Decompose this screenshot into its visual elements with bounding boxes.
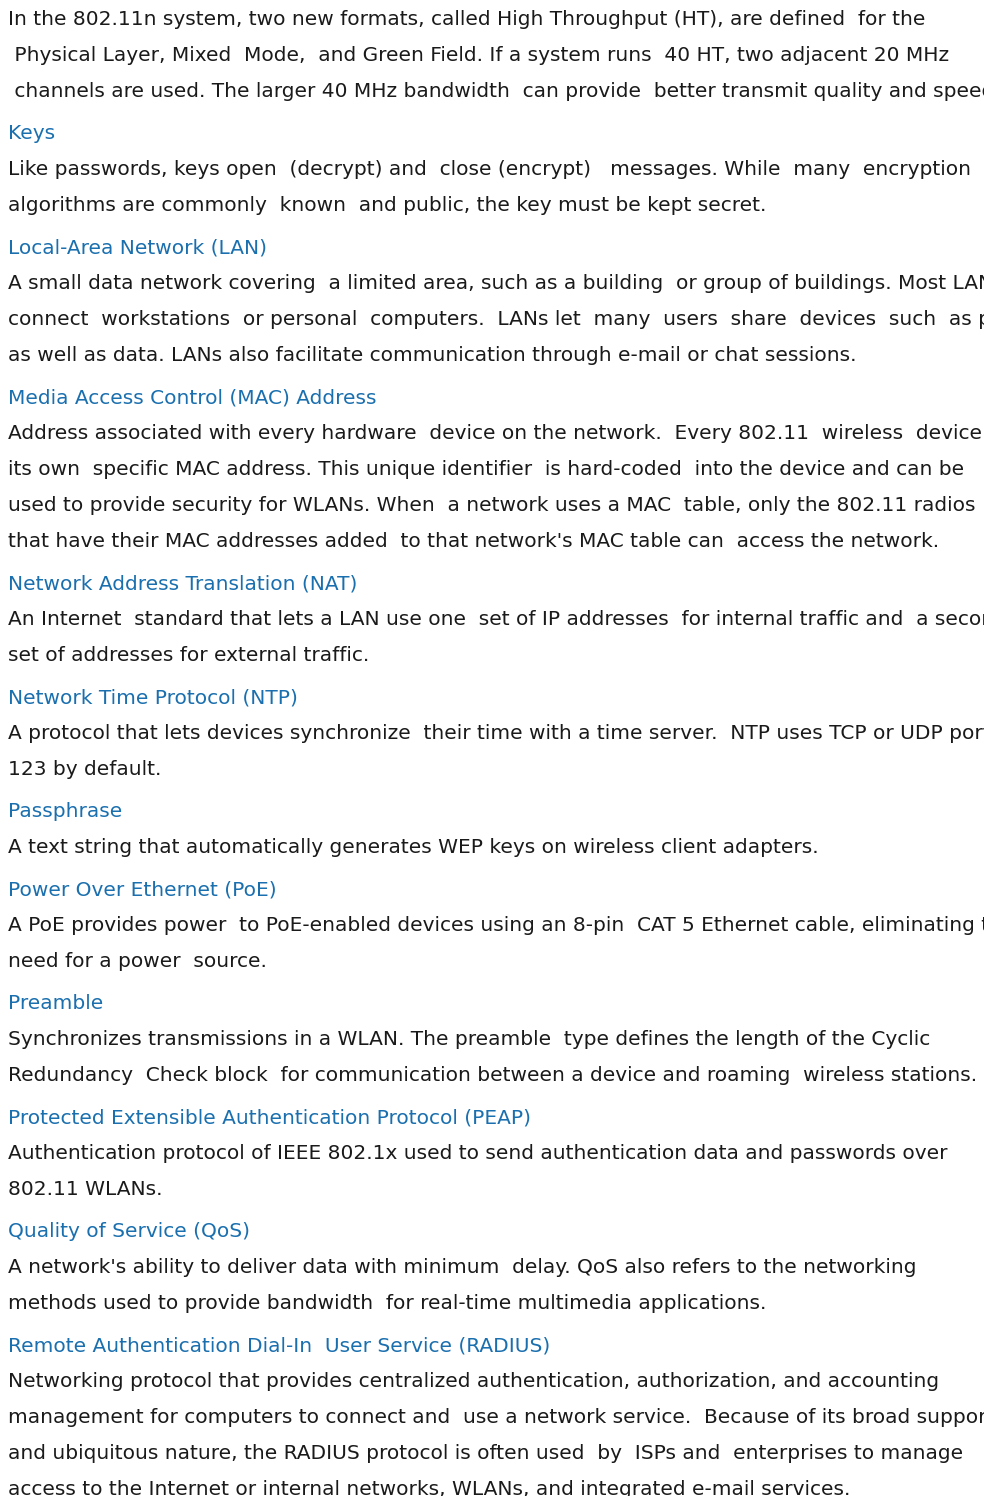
- Text: access to the Internet or internal networks, WLANs, and integrated e-mail servic: access to the Internet or internal netwo…: [8, 1480, 850, 1496]
- Text: Physical Layer, Mixed  Mode,  and Green Field. If a system runs  40 HT, two adja: Physical Layer, Mixed Mode, and Green Fi…: [8, 46, 950, 64]
- Text: A small data network covering  a limited area, such as a building  or group of b: A small data network covering a limited …: [8, 274, 984, 293]
- Text: management for computers to connect and  use a network service.  Because of its : management for computers to connect and …: [8, 1408, 984, 1427]
- Text: channels are used. The larger 40 MHz bandwidth  can provide  better transmit qua: channels are used. The larger 40 MHz ban…: [8, 82, 984, 102]
- Text: as well as data. LANs also facilitate communication through e-mail or chat sessi: as well as data. LANs also facilitate co…: [8, 346, 856, 365]
- Text: that have their MAC addresses added  to that network's MAC table can  access the: that have their MAC addresses added to t…: [8, 533, 939, 551]
- Text: methods used to provide bandwidth  for real-time multimedia applications.: methods used to provide bandwidth for re…: [8, 1294, 767, 1313]
- Text: A protocol that lets devices synchronize  their time with a time server.  NTP us: A protocol that lets devices synchronize…: [8, 724, 984, 744]
- Text: Local-Area Network (LAN): Local-Area Network (LAN): [8, 238, 267, 257]
- Text: 123 by default.: 123 by default.: [8, 760, 161, 779]
- Text: An Internet  standard that lets a LAN use one  set of IP addresses  for internal: An Internet standard that lets a LAN use…: [8, 610, 984, 628]
- Text: Media Access Control (MAC) Address: Media Access Control (MAC) Address: [8, 387, 377, 407]
- Text: A text string that automatically generates WEP keys on wireless client adapters.: A text string that automatically generat…: [8, 838, 819, 857]
- Text: Remote Authentication Dial-In  User Service (RADIUS): Remote Authentication Dial-In User Servi…: [8, 1336, 550, 1355]
- Text: Like passwords, keys open  (decrypt) and  close (encrypt)   messages. While  man: Like passwords, keys open (decrypt) and …: [8, 160, 971, 180]
- Text: used to provide security for WLANs. When  a network uses a MAC  table, only the : used to provide security for WLANs. When…: [8, 497, 975, 515]
- Text: 802.11 WLANs.: 802.11 WLANs.: [8, 1180, 162, 1198]
- Text: need for a power  source.: need for a power source.: [8, 951, 267, 971]
- Text: and ubiquitous nature, the RADIUS protocol is often used  by  ISPs and  enterpri: and ubiquitous nature, the RADIUS protoc…: [8, 1444, 963, 1463]
- Text: Network Address Translation (NAT): Network Address Translation (NAT): [8, 574, 357, 592]
- Text: Protected Extensible Authentication Protocol (PEAP): Protected Extensible Authentication Prot…: [8, 1109, 531, 1126]
- Text: In the 802.11n system, two new formats, called High Throughput (HT), are defined: In the 802.11n system, two new formats, …: [8, 10, 925, 28]
- Text: Networking protocol that provides centralized authentication, authorization, and: Networking protocol that provides centra…: [8, 1372, 939, 1391]
- Text: Redundancy  Check block  for communication between a device and roaming  wireles: Redundancy Check block for communication…: [8, 1067, 977, 1085]
- Text: Network Time Protocol (NTP): Network Time Protocol (NTP): [8, 688, 298, 708]
- Text: Synchronizes transmissions in a WLAN. The preamble  type defines the length of t: Synchronizes transmissions in a WLAN. Th…: [8, 1031, 930, 1049]
- Text: Preamble: Preamble: [8, 993, 103, 1013]
- Text: Quality of Service (QoS): Quality of Service (QoS): [8, 1222, 250, 1242]
- Text: Authentication protocol of IEEE 802.1x used to send authentication data and pass: Authentication protocol of IEEE 802.1x u…: [8, 1144, 948, 1162]
- Text: algorithms are commonly  known  and public, the key must be kept secret.: algorithms are commonly known and public…: [8, 196, 767, 215]
- Text: connect  workstations  or personal  computers.  LANs let  many  users  share  de: connect workstations or personal compute…: [8, 310, 984, 329]
- Text: A network's ability to deliver data with minimum  delay. QoS also refers to the : A network's ability to deliver data with…: [8, 1258, 916, 1278]
- Text: A PoE provides power  to PoE-enabled devices using an 8-pin  CAT 5 Ethernet cabl: A PoE provides power to PoE-enabled devi…: [8, 916, 984, 935]
- Text: Passphrase: Passphrase: [8, 802, 122, 821]
- Text: Address associated with every hardware  device on the network.  Every 802.11  wi: Address associated with every hardware d…: [8, 423, 984, 443]
- Text: Power Over Ethernet (PoE): Power Over Ethernet (PoE): [8, 880, 277, 899]
- Text: Keys: Keys: [8, 124, 55, 144]
- Text: set of addresses for external traffic.: set of addresses for external traffic.: [8, 646, 369, 666]
- Text: its own  specific MAC address. This unique identifier  is hard-coded  into the d: its own specific MAC address. This uniqu…: [8, 459, 964, 479]
